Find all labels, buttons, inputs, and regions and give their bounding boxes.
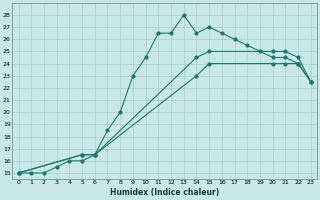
- X-axis label: Humidex (Indice chaleur): Humidex (Indice chaleur): [110, 188, 219, 197]
